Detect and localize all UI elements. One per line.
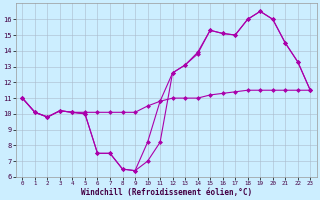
X-axis label: Windchill (Refroidissement éolien,°C): Windchill (Refroidissement éolien,°C) [81, 188, 252, 197]
